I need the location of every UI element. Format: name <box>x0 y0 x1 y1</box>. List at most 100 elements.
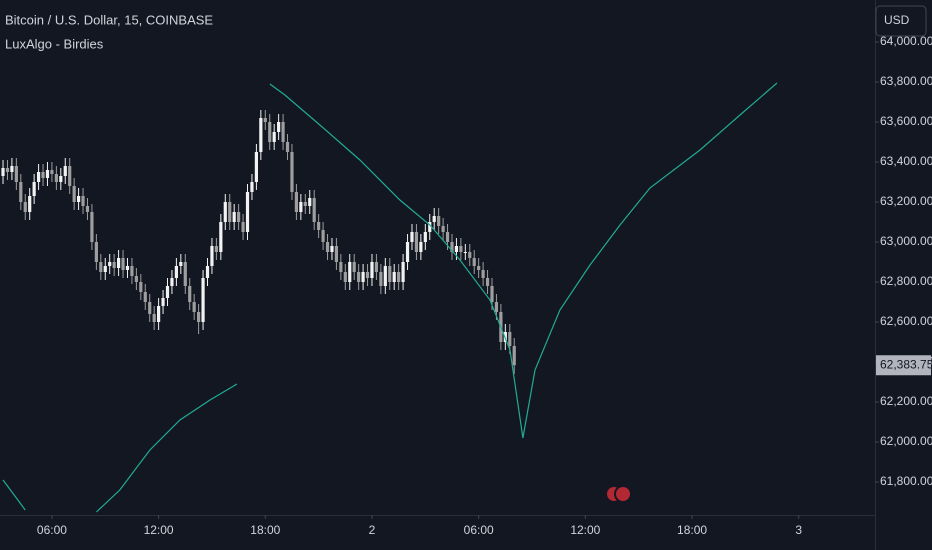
candle-body <box>334 246 339 262</box>
candle-body <box>139 282 143 292</box>
x-tick-label: 12:00 <box>570 523 600 537</box>
plot-area <box>1 82 778 513</box>
candle-body <box>116 258 121 268</box>
candle-body <box>72 186 76 202</box>
candle-body <box>410 232 414 242</box>
candle-body <box>321 230 325 242</box>
candle-body <box>454 246 459 252</box>
candle-body <box>450 242 454 252</box>
candle-body <box>414 232 419 252</box>
y-tick-label: 63,600.00 <box>880 114 932 128</box>
event-icon[interactable] <box>614 485 632 503</box>
candle-body <box>237 212 241 222</box>
y-tick-label: 63,800.00 <box>880 74 932 88</box>
y-tick-label: 64,000.00 <box>880 34 932 48</box>
candle-body <box>170 278 174 286</box>
candle-body <box>245 192 250 232</box>
candle-body <box>1 168 5 176</box>
y-tick-label: 62,600.00 <box>880 314 932 328</box>
x-tick-label: 12:00 <box>144 523 174 537</box>
y-tick-label: 62,000.00 <box>880 434 932 448</box>
candle-body <box>223 202 227 222</box>
candle-body <box>219 222 223 252</box>
candle-body <box>143 292 147 302</box>
x-tick-label: 06:00 <box>464 523 494 537</box>
candle-body <box>54 174 58 182</box>
candle-body <box>45 170 50 178</box>
axes: 61,800.0062,000.0062,200.0062,400.0062,6… <box>37 34 932 537</box>
candle-body <box>361 272 365 282</box>
candle-body <box>379 272 383 286</box>
candle-body <box>197 312 201 322</box>
candle-body <box>94 242 98 262</box>
candle-body <box>383 266 387 286</box>
candle-body <box>428 222 432 232</box>
candle-body <box>299 202 303 212</box>
candle-body <box>165 286 170 298</box>
candle-body <box>125 266 130 270</box>
candle-body <box>325 242 330 252</box>
candle-body <box>472 258 476 266</box>
candle-body <box>5 168 10 172</box>
candle-body <box>388 266 392 282</box>
y-tick-label: 62,200.00 <box>880 394 932 408</box>
candle-body <box>259 118 263 152</box>
candle-body <box>134 276 138 282</box>
candle-body <box>312 198 316 222</box>
candle-body <box>348 262 352 282</box>
candle-body <box>14 166 18 182</box>
y-tick-label: 63,200.00 <box>880 194 932 208</box>
candle-body <box>272 132 276 142</box>
candle-body <box>294 192 299 212</box>
y-tick-label: 61,800.00 <box>880 474 932 488</box>
candle-body <box>28 196 32 212</box>
candle-body <box>121 258 125 270</box>
candle-body <box>392 272 396 282</box>
candle-body <box>250 182 254 192</box>
candle-body <box>10 166 14 172</box>
last-price-box <box>876 355 931 376</box>
candle-body <box>59 176 63 182</box>
candle-body <box>36 172 41 182</box>
candle-body <box>161 298 165 306</box>
y-tick-label: 63,000.00 <box>880 234 932 248</box>
y-tick-label: 62,800.00 <box>880 274 932 288</box>
candle-body <box>254 152 259 182</box>
candle-body <box>63 166 67 176</box>
candle-body <box>188 286 192 302</box>
candle-body <box>290 152 294 192</box>
candle-body <box>330 246 334 252</box>
candle-body <box>241 222 245 232</box>
candle-body <box>494 302 499 312</box>
candle-body <box>481 270 485 278</box>
candle-body <box>23 202 27 212</box>
candle-body <box>352 262 356 272</box>
candle-body <box>512 346 516 366</box>
candle-body <box>468 252 472 258</box>
candle-body <box>205 266 210 278</box>
y-tick-label: 63,400.00 <box>880 154 932 168</box>
candle-body <box>459 246 463 252</box>
candle-body <box>232 212 236 222</box>
candle-body <box>19 182 23 202</box>
candle-body <box>50 170 54 174</box>
candle-body <box>68 166 72 186</box>
candle-body <box>85 206 90 212</box>
candle-body <box>485 278 490 286</box>
candle-body <box>90 212 94 242</box>
candle-body <box>179 262 183 266</box>
candle-body <box>343 272 347 282</box>
candle-body <box>508 332 512 346</box>
candle-body <box>41 172 45 178</box>
candle-body <box>441 226 445 232</box>
indicator-legend: LuxAlgo - Birdies <box>5 36 104 51</box>
x-tick-label: 06:00 <box>37 523 67 537</box>
candle-body <box>308 198 312 206</box>
currency-label[interactable]: USD <box>884 13 910 27</box>
candle-body <box>339 262 343 272</box>
candle-body <box>477 266 481 270</box>
candle-body <box>201 278 205 322</box>
currency-button[interactable] <box>875 5 927 37</box>
